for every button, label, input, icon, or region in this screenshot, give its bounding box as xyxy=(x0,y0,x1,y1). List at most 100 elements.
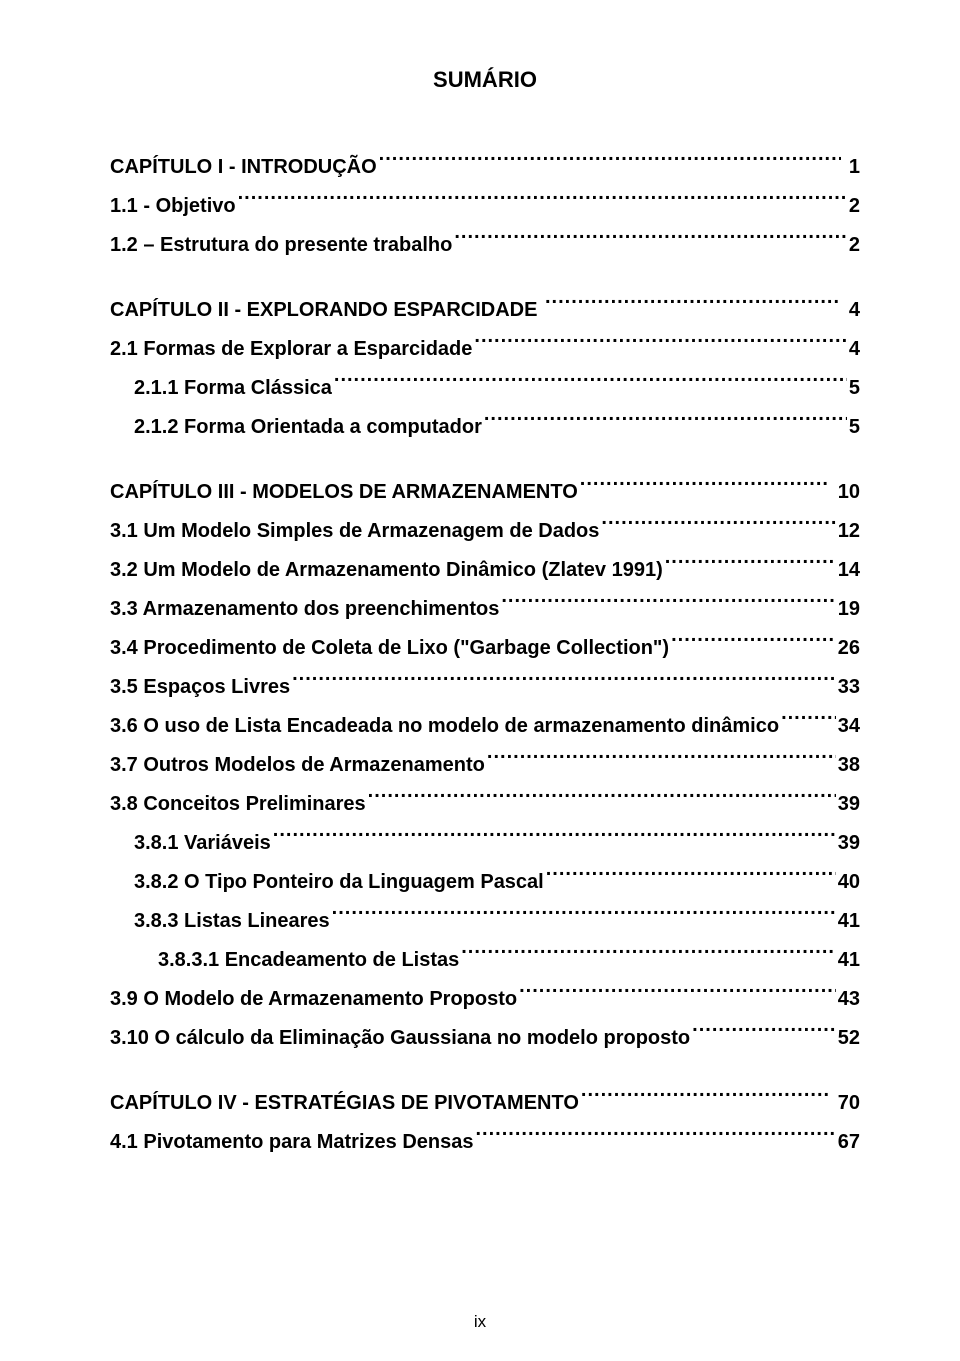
toc-page: SUMÁRIO CAPÍTULO I - INTRODUÇÃO 11.1 - O… xyxy=(0,0,960,1361)
toc-entry-label: 3.4 Procedimento de Coleta de Lixo ("Gar… xyxy=(110,630,669,667)
toc-entry: 3.5 Espaços Livres 33 xyxy=(110,669,860,706)
toc-entry-label: CAPÍTULO I - INTRODUÇÃO xyxy=(110,149,377,186)
toc-entry-label: 1.1 - Objetivo xyxy=(110,188,236,225)
toc-entry-page: 39 xyxy=(838,786,860,823)
toc-entry: 3.7 Outros Modelos de Armazenamento 38 xyxy=(110,747,860,784)
toc-entry-page: 70 xyxy=(832,1085,860,1122)
toc-entry: 1.2 – Estrutura do presente trabalho 2 xyxy=(110,227,860,264)
toc-leader-dots xyxy=(581,1087,830,1109)
toc-entry-label: 2.1.2 Forma Orientada a computador xyxy=(134,409,482,446)
toc-entry-page: 12 xyxy=(838,513,860,550)
toc-leader-dots xyxy=(671,632,836,654)
toc-entry-page: 33 xyxy=(838,669,860,706)
toc-entry: CAPÍTULO IV - ESTRATÉGIAS DE PIVOTAMENTO… xyxy=(110,1085,860,1122)
toc-entry-label: 3.2 Um Modelo de Armazenamento Dinâmico … xyxy=(110,552,663,589)
toc-leader-dots xyxy=(484,411,847,433)
toc-entry-label: 4.1 Pivotamento para Matrizes Densas xyxy=(110,1124,473,1161)
toc-entry-page: 5 xyxy=(849,370,860,407)
toc-leader-dots xyxy=(601,515,835,537)
toc-entry-label: CAPÍTULO III - MODELOS DE ARMAZENAMENTO xyxy=(110,474,578,511)
toc-leader-dots xyxy=(475,1126,835,1148)
toc-leader-dots xyxy=(368,788,836,810)
toc-entry-page: 34 xyxy=(838,708,860,745)
toc-entry-label: 3.6 O uso de Lista Encadeada no modelo d… xyxy=(110,708,779,745)
toc-entry-page: 67 xyxy=(838,1124,860,1161)
toc-leader-dots xyxy=(546,866,836,888)
toc-leader-dots xyxy=(474,333,846,355)
toc-leader-dots xyxy=(781,710,836,732)
toc-entry-label: 3.8.2 O Tipo Ponteiro da Linguagem Pasca… xyxy=(134,864,544,901)
toc-entry-label: 2.1.1 Forma Clássica xyxy=(134,370,332,407)
toc-entry: 3.6 O uso de Lista Encadeada no modelo d… xyxy=(110,708,860,745)
toc-entry: CAPÍTULO II - EXPLORANDO ESPARCIDADE 4 xyxy=(110,292,860,329)
toc-leader-dots xyxy=(487,749,836,771)
toc-entry-page: 41 xyxy=(838,903,860,940)
toc-entry: 3.10 O cálculo da Eliminação Gaussiana n… xyxy=(110,1020,860,1057)
toc-entry-page: 43 xyxy=(838,981,860,1018)
toc-entry-page: 41 xyxy=(838,942,860,979)
toc-leader-dots xyxy=(580,476,830,498)
toc-entry-page: 2 xyxy=(849,188,860,225)
toc-entry-label: 3.8.1 Variáveis xyxy=(134,825,271,862)
toc-leader-dots xyxy=(332,905,836,927)
toc-entry-label: 1.2 – Estrutura do presente trabalho xyxy=(110,227,452,264)
toc-entry-page: 40 xyxy=(838,864,860,901)
toc-entry: 3.2 Um Modelo de Armazenamento Dinâmico … xyxy=(110,552,860,589)
toc-entry-label: CAPÍTULO IV - ESTRATÉGIAS DE PIVOTAMENTO xyxy=(110,1085,579,1122)
toc-entry-page: 39 xyxy=(838,825,860,862)
toc-entry-label: 2.1 Formas de Explorar a Esparcidade xyxy=(110,331,472,368)
toc-entry-label: 3.8.3.1 Encadeamento de Listas xyxy=(158,942,459,979)
toc-entry-page: 5 xyxy=(849,409,860,446)
toc-entry: 2.1.2 Forma Orientada a computador 5 xyxy=(110,409,860,446)
toc-entry: 3.8.3.1 Encadeamento de Listas 41 xyxy=(110,942,860,979)
toc-entry: 1.1 - Objetivo 2 xyxy=(110,188,860,225)
page-number: ix xyxy=(0,1306,960,1337)
toc-leader-dots xyxy=(273,827,836,849)
toc-leader-dots xyxy=(545,294,841,316)
toc-leader-dots xyxy=(692,1022,836,1044)
toc-leader-dots xyxy=(238,190,847,212)
toc-leader-dots xyxy=(454,229,847,251)
toc-entry-label: CAPÍTULO II - EXPLORANDO ESPARCIDADE xyxy=(110,292,543,329)
toc-entry: CAPÍTULO I - INTRODUÇÃO 1 xyxy=(110,149,860,186)
toc-entry-page: 38 xyxy=(838,747,860,784)
toc-entry: 3.4 Procedimento de Coleta de Lixo ("Gar… xyxy=(110,630,860,667)
toc-leader-dots xyxy=(379,151,842,173)
toc-entry-label: 3.3 Armazenamento dos preenchimentos xyxy=(110,591,499,628)
toc-entry-page: 10 xyxy=(832,474,860,511)
toc-entry-page: 4 xyxy=(849,331,860,368)
toc-leader-dots xyxy=(665,554,836,576)
toc-entry: 4.1 Pivotamento para Matrizes Densas 67 xyxy=(110,1124,860,1161)
toc-entry-page: 4 xyxy=(843,292,860,329)
toc-leader-dots xyxy=(292,671,836,693)
toc-entry: CAPÍTULO III - MODELOS DE ARMAZENAMENTO … xyxy=(110,474,860,511)
toc-entry-label: 3.8.3 Listas Lineares xyxy=(134,903,330,940)
toc-entry: 3.8.1 Variáveis 39 xyxy=(110,825,860,862)
toc-entry-label: 3.5 Espaços Livres xyxy=(110,669,290,706)
toc-entry-page: 2 xyxy=(849,227,860,264)
toc-entry: 2.1 Formas de Explorar a Esparcidade 4 xyxy=(110,331,860,368)
toc-entry-page: 1 xyxy=(843,149,860,186)
toc-list: CAPÍTULO I - INTRODUÇÃO 11.1 - Objetivo2… xyxy=(110,149,860,1161)
toc-entry-label: 3.7 Outros Modelos de Armazenamento xyxy=(110,747,485,784)
toc-entry-label: 3.9 O Modelo de Armazenamento Proposto xyxy=(110,981,517,1018)
toc-leader-dots xyxy=(519,983,836,1005)
toc-entry: 3.8 Conceitos Preliminares 39 xyxy=(110,786,860,823)
toc-leader-dots xyxy=(334,372,847,394)
toc-entry-page: 52 xyxy=(838,1020,860,1057)
toc-entry-page: 14 xyxy=(838,552,860,589)
toc-entry: 3.9 O Modelo de Armazenamento Proposto 43 xyxy=(110,981,860,1018)
toc-entry-page: 26 xyxy=(838,630,860,667)
toc-entry-label: 3.10 O cálculo da Eliminação Gaussiana n… xyxy=(110,1020,690,1057)
toc-leader-dots xyxy=(461,944,836,966)
toc-entry-page: 19 xyxy=(838,591,860,628)
toc-entry-label: 3.8 Conceitos Preliminares xyxy=(110,786,366,823)
toc-entry-label: 3.1 Um Modelo Simples de Armazenagem de … xyxy=(110,513,599,550)
toc-entry: 3.3 Armazenamento dos preenchimentos 19 xyxy=(110,591,860,628)
toc-entry: 3.8.3 Listas Lineares 41 xyxy=(110,903,860,940)
toc-leader-dots xyxy=(501,593,835,615)
page-title: SUMÁRIO xyxy=(110,60,860,101)
toc-entry: 3.1 Um Modelo Simples de Armazenagem de … xyxy=(110,513,860,550)
toc-entry: 2.1.1 Forma Clássica 5 xyxy=(110,370,860,407)
toc-entry: 3.8.2 O Tipo Ponteiro da Linguagem Pasca… xyxy=(110,864,860,901)
